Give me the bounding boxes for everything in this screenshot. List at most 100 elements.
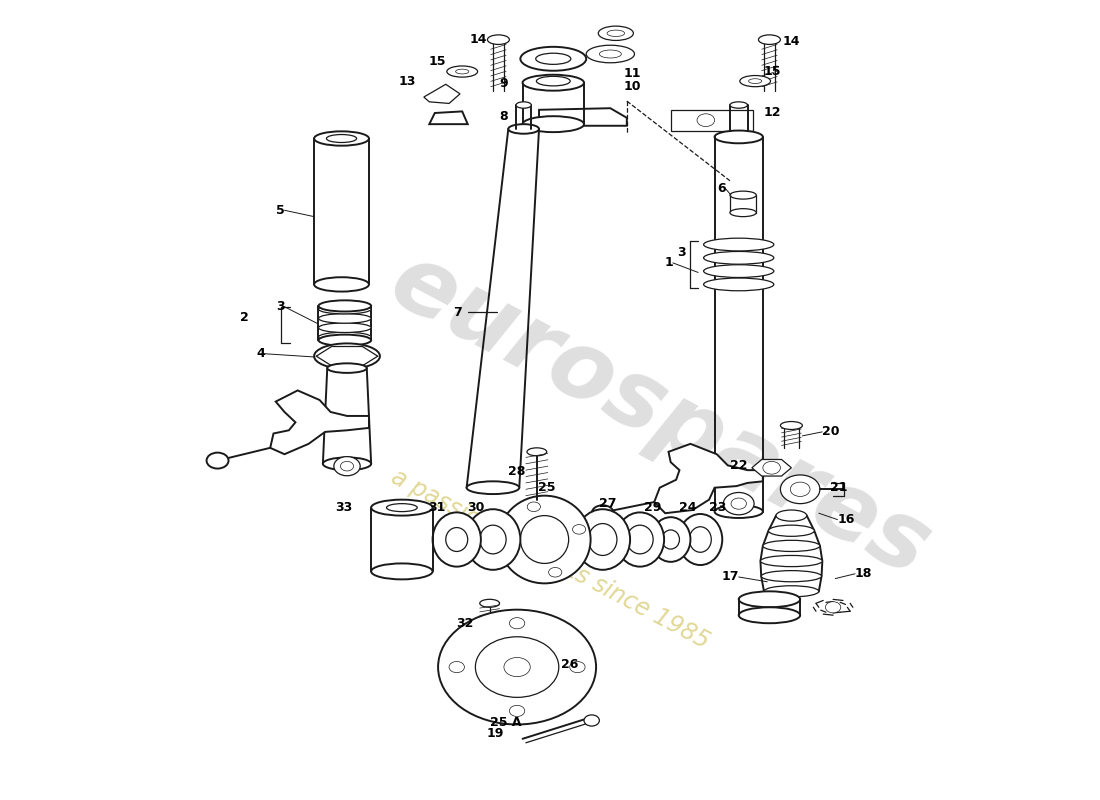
Circle shape xyxy=(549,567,562,577)
Ellipse shape xyxy=(371,563,432,579)
Ellipse shape xyxy=(739,607,800,623)
Ellipse shape xyxy=(730,191,757,199)
Polygon shape xyxy=(539,108,627,126)
Text: 24: 24 xyxy=(680,501,697,514)
Ellipse shape xyxy=(520,515,569,563)
Text: 19: 19 xyxy=(486,726,504,740)
Ellipse shape xyxy=(480,599,499,607)
Text: 1: 1 xyxy=(664,256,673,270)
Ellipse shape xyxy=(627,525,653,554)
Ellipse shape xyxy=(315,131,368,146)
Text: 22: 22 xyxy=(730,459,748,472)
Ellipse shape xyxy=(386,504,417,512)
Text: 10: 10 xyxy=(624,80,641,93)
Text: 28: 28 xyxy=(508,466,526,478)
Ellipse shape xyxy=(760,555,823,566)
Ellipse shape xyxy=(319,300,371,311)
Ellipse shape xyxy=(319,323,371,333)
Ellipse shape xyxy=(319,332,371,342)
Ellipse shape xyxy=(730,102,748,108)
Text: 5: 5 xyxy=(276,204,285,217)
Ellipse shape xyxy=(651,517,691,562)
Text: 3: 3 xyxy=(678,246,686,259)
Text: 6: 6 xyxy=(717,182,726,195)
Ellipse shape xyxy=(536,54,571,64)
Text: 32: 32 xyxy=(455,617,473,630)
Text: 4: 4 xyxy=(256,347,265,360)
Ellipse shape xyxy=(508,124,539,134)
Ellipse shape xyxy=(749,78,762,83)
Circle shape xyxy=(724,493,755,515)
Text: 15: 15 xyxy=(428,54,446,68)
Ellipse shape xyxy=(446,527,468,551)
Text: 20: 20 xyxy=(822,426,839,438)
Text: 17: 17 xyxy=(722,570,739,583)
Ellipse shape xyxy=(432,513,481,566)
Circle shape xyxy=(592,506,614,521)
Polygon shape xyxy=(429,111,468,124)
Bar xyxy=(671,110,754,130)
Text: 3: 3 xyxy=(276,300,285,314)
Ellipse shape xyxy=(715,130,763,143)
Ellipse shape xyxy=(704,238,773,251)
Ellipse shape xyxy=(586,46,635,62)
Text: 13: 13 xyxy=(399,74,416,88)
Text: 21: 21 xyxy=(829,481,847,494)
Circle shape xyxy=(780,475,820,504)
Circle shape xyxy=(509,618,525,629)
Ellipse shape xyxy=(487,35,509,45)
Text: 27: 27 xyxy=(600,497,617,510)
Text: 25 A: 25 A xyxy=(491,715,521,729)
Ellipse shape xyxy=(588,523,617,555)
Text: 26: 26 xyxy=(561,658,579,671)
Ellipse shape xyxy=(315,343,379,369)
Ellipse shape xyxy=(763,540,820,551)
Ellipse shape xyxy=(616,513,664,566)
Bar xyxy=(730,195,757,213)
Ellipse shape xyxy=(466,482,519,494)
Ellipse shape xyxy=(516,102,531,108)
Ellipse shape xyxy=(704,278,773,290)
Text: 16: 16 xyxy=(837,513,855,526)
Ellipse shape xyxy=(704,265,773,278)
Ellipse shape xyxy=(498,496,591,583)
Ellipse shape xyxy=(730,209,757,217)
Text: 31: 31 xyxy=(428,501,446,514)
Ellipse shape xyxy=(522,74,584,90)
Ellipse shape xyxy=(739,591,800,607)
Text: 18: 18 xyxy=(855,567,872,580)
Polygon shape xyxy=(271,390,369,454)
Circle shape xyxy=(207,453,229,469)
Polygon shape xyxy=(760,515,823,591)
Ellipse shape xyxy=(704,251,773,264)
Polygon shape xyxy=(424,84,460,103)
Ellipse shape xyxy=(679,514,723,565)
Text: 7: 7 xyxy=(453,306,462,319)
Circle shape xyxy=(333,457,360,476)
Ellipse shape xyxy=(715,506,763,518)
Text: eurospares: eurospares xyxy=(374,235,945,597)
Circle shape xyxy=(790,482,810,497)
Circle shape xyxy=(340,462,353,471)
Ellipse shape xyxy=(690,526,712,552)
Circle shape xyxy=(572,525,585,534)
Ellipse shape xyxy=(759,35,780,45)
Text: 30: 30 xyxy=(466,501,484,514)
Circle shape xyxy=(504,658,530,677)
Ellipse shape xyxy=(607,30,625,37)
Ellipse shape xyxy=(662,530,680,549)
Circle shape xyxy=(697,114,715,126)
Ellipse shape xyxy=(447,66,477,77)
Ellipse shape xyxy=(319,334,371,346)
Text: 9: 9 xyxy=(499,77,508,90)
Polygon shape xyxy=(752,459,791,476)
Ellipse shape xyxy=(740,75,770,86)
Ellipse shape xyxy=(761,570,822,582)
Circle shape xyxy=(570,662,585,673)
Circle shape xyxy=(763,462,780,474)
Polygon shape xyxy=(654,444,763,514)
Ellipse shape xyxy=(776,510,806,521)
Ellipse shape xyxy=(465,510,520,570)
Circle shape xyxy=(449,662,464,673)
Text: a passion for parts since 1985: a passion for parts since 1985 xyxy=(387,465,713,654)
